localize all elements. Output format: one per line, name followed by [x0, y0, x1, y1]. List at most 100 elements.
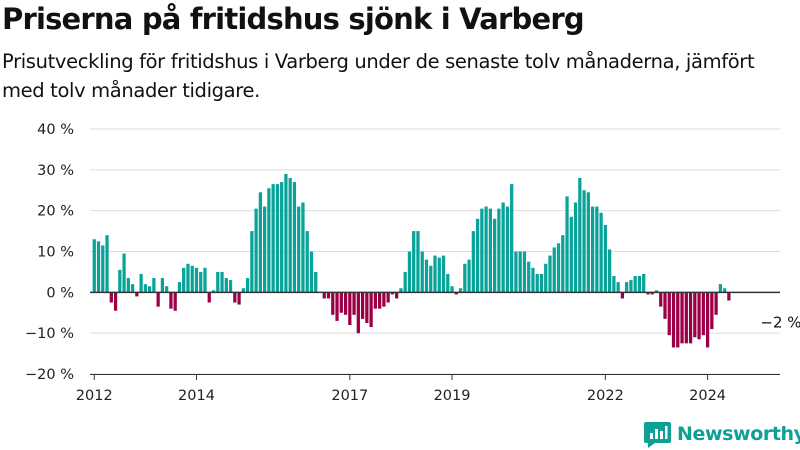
bar-negative: [454, 292, 458, 295]
bar-positive: [309, 251, 314, 293]
bar-negative: [688, 292, 693, 344]
bar-positive: [637, 276, 642, 293]
y-tick-label: −20 %: [25, 367, 74, 383]
bar-negative: [727, 292, 731, 301]
x-tick-label: 2014: [178, 388, 215, 404]
bar-positive: [139, 273, 143, 293]
bar-positive: [561, 235, 565, 293]
bar-positive: [446, 273, 450, 293]
bar-negative: [348, 292, 352, 325]
bar-negative: [233, 292, 237, 303]
bar-positive: [586, 192, 590, 293]
bar-negative: [335, 292, 339, 321]
bar-negative: [386, 292, 390, 303]
bar-negative: [663, 292, 667, 319]
bar-negative: [650, 292, 654, 295]
bar-negative: [710, 292, 714, 330]
bar-positive: [488, 208, 492, 293]
bar-positive: [573, 202, 578, 293]
bar-negative: [671, 292, 676, 348]
bar-positive: [182, 267, 186, 293]
bar-positive: [177, 282, 182, 293]
bar-positive: [258, 192, 262, 293]
bar-positive: [292, 182, 297, 293]
bar-negative: [620, 292, 625, 299]
bars: [92, 173, 731, 348]
bar-positive: [718, 284, 722, 293]
bar-negative: [705, 292, 710, 348]
bar-negative: [322, 292, 326, 299]
bar-positive: [301, 202, 305, 293]
annotation-label: −2 %: [760, 314, 800, 332]
bar-positive: [642, 273, 646, 293]
bar-positive: [429, 265, 433, 293]
bar-positive: [305, 231, 309, 293]
bar-positive: [608, 249, 612, 293]
bar-positive: [280, 182, 284, 293]
bar-positive: [514, 251, 518, 293]
bar-positive: [629, 280, 633, 293]
bar-positive: [548, 255, 552, 293]
bar-positive: [531, 267, 535, 293]
bar-negative: [352, 292, 356, 315]
bar-negative: [693, 292, 697, 338]
newsworthy-logo-icon: [644, 422, 671, 448]
bar-negative: [326, 292, 331, 299]
y-axis-labels: 40 % 30 % 20 % 10 % 0 % −10 % −20 %: [25, 122, 74, 383]
bar-positive: [471, 231, 475, 293]
bar-positive: [275, 184, 280, 293]
chart-subtitle: Prisutveckling för fritidshus i Varberg …: [2, 50, 755, 102]
bar-negative: [135, 292, 139, 297]
bar-positive: [403, 271, 407, 293]
bar-positive: [165, 286, 169, 293]
bar-positive: [263, 206, 267, 293]
bar-positive: [441, 255, 446, 293]
bar-positive: [539, 273, 544, 293]
bar-positive: [527, 261, 531, 293]
bar-positive: [463, 263, 467, 293]
bar-positive: [160, 278, 165, 293]
bar-negative: [360, 292, 365, 319]
bar-positive: [412, 231, 416, 293]
bar-positive: [578, 178, 582, 293]
bar-positive: [271, 184, 275, 293]
bar-negative: [390, 292, 395, 295]
bar-positive: [284, 173, 288, 293]
bar-positive: [254, 208, 258, 293]
bar-negative: [237, 292, 241, 305]
bar-positive: [633, 276, 637, 293]
bar-positive: [582, 190, 586, 293]
bar-positive: [590, 206, 595, 293]
bar-positive: [224, 278, 228, 293]
bar-positive: [267, 188, 271, 293]
bar-positive: [450, 286, 454, 293]
bar-positive: [186, 263, 190, 293]
x-tick-label: 2019: [434, 388, 471, 404]
bar-positive: [467, 259, 471, 293]
y-tick-label: 40 %: [37, 122, 74, 138]
bar-positive: [416, 231, 420, 293]
bar-negative: [156, 292, 160, 307]
last-value-annotation: −2 %: [759, 311, 800, 332]
bar-positive: [458, 288, 463, 293]
bar-positive: [126, 278, 130, 293]
bar-positive: [245, 278, 250, 293]
bar-positive: [535, 273, 539, 293]
bar-positive: [493, 218, 497, 293]
bar-positive: [297, 206, 301, 293]
bar-negative: [676, 292, 680, 348]
bar-positive: [118, 269, 122, 293]
bar-positive: [424, 259, 429, 293]
y-tick-label: 10 %: [37, 245, 74, 261]
bar-positive: [203, 267, 207, 293]
brand-logo[interactable]: Newsworthy: [644, 419, 800, 449]
bar-positive: [216, 271, 220, 293]
bar-negative: [109, 292, 113, 303]
bar-negative: [356, 292, 360, 334]
bar-positive: [510, 184, 514, 293]
bar-positive: [544, 263, 548, 293]
bar-positive: [190, 265, 194, 293]
bar-positive: [250, 231, 254, 293]
bar-positive: [723, 288, 727, 293]
bar-positive: [194, 267, 199, 293]
